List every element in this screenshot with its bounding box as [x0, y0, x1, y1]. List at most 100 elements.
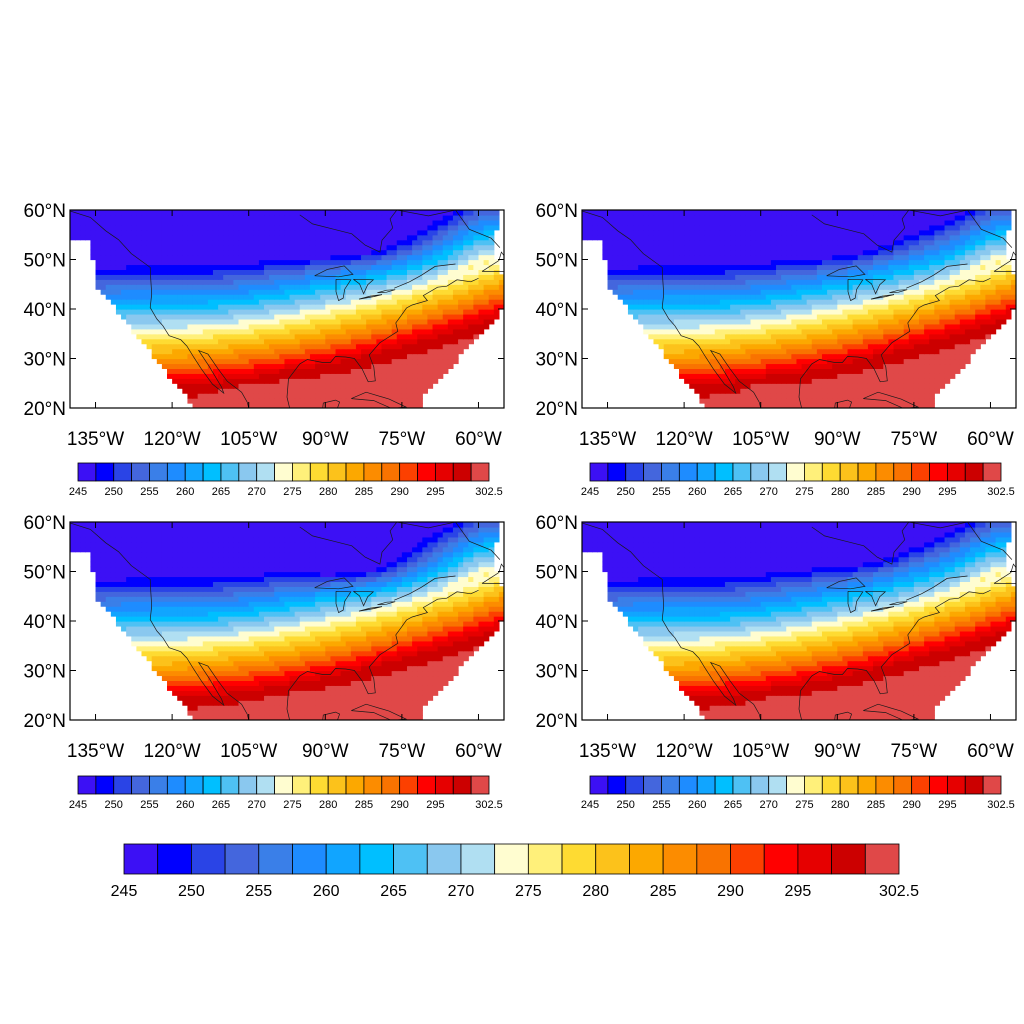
- field-cell: [320, 398, 326, 404]
- field-cell: [908, 294, 915, 300]
- field-cell: [857, 343, 864, 350]
- field-cell: [760, 378, 767, 384]
- field-cell: [633, 274, 639, 280]
- field-cell: [770, 264, 777, 270]
- field-cell: [406, 244, 413, 251]
- field-cell: [776, 318, 782, 325]
- field-cell: [95, 274, 102, 280]
- field-cell: [898, 383, 905, 389]
- field-cell: [335, 269, 342, 275]
- field-cell: [908, 279, 915, 285]
- field-cell: [182, 368, 189, 374]
- field-cell: [361, 313, 367, 320]
- field-cell: [386, 313, 393, 320]
- field-cell: [867, 378, 874, 384]
- field-cell: [412, 403, 418, 408]
- field-cell: [412, 289, 418, 295]
- field-cell: [658, 294, 665, 300]
- field-cell: [638, 309, 644, 315]
- field-cell: [350, 338, 357, 345]
- field-cell: [468, 234, 474, 241]
- field-cell: [141, 289, 148, 295]
- field-cell: [289, 383, 296, 389]
- field-cell: [862, 304, 869, 310]
- field-cell: [289, 269, 296, 275]
- field-cell: [653, 313, 660, 320]
- field-cell: [847, 328, 854, 335]
- field-cell: [719, 259, 726, 266]
- field-cell: [827, 259, 833, 266]
- temperature-field: [582, 210, 1016, 408]
- field-cell: [167, 289, 173, 295]
- field-cell: [412, 234, 418, 241]
- field-cell: [396, 254, 403, 261]
- field-cell: [172, 363, 178, 369]
- field-cell: [264, 309, 270, 315]
- field-cell: [192, 239, 199, 246]
- field-cell: [964, 269, 971, 275]
- field-cell: [218, 234, 224, 241]
- field-cell: [811, 393, 818, 399]
- field-cell: [269, 210, 275, 216]
- field-cell: [903, 313, 910, 320]
- field-cell: [473, 264, 480, 270]
- field-cell: [668, 244, 675, 251]
- field-cell: [954, 299, 961, 305]
- field-cell: [437, 299, 444, 305]
- field-cell: [264, 343, 270, 350]
- field-cell: [187, 229, 194, 236]
- field-cell: [704, 299, 711, 305]
- field-cell: [908, 403, 915, 408]
- field-cell: [330, 249, 337, 256]
- field-cell: [944, 313, 951, 320]
- field-cell: [821, 264, 828, 270]
- field-cell: [862, 378, 869, 384]
- field-cell: [776, 264, 782, 270]
- field-cell: [340, 254, 347, 261]
- field-cell: [228, 393, 234, 399]
- field-cell: [458, 254, 464, 261]
- field-cell: [447, 353, 454, 360]
- field-cell: [391, 244, 398, 251]
- field-cell: [939, 383, 946, 389]
- field-cell: [918, 313, 925, 320]
- field-cell: [816, 299, 823, 305]
- field-cell: [371, 274, 377, 280]
- field-cell: [412, 318, 418, 325]
- field-cell: [478, 214, 485, 221]
- field-cell: [274, 388, 280, 394]
- field-cell: [699, 313, 706, 320]
- field-cell: [187, 373, 194, 379]
- field-cell: [218, 274, 224, 280]
- field-cell: [493, 274, 500, 280]
- field-cell: [299, 269, 306, 275]
- field-cell: [279, 274, 286, 280]
- field-cell: [837, 403, 843, 408]
- field-cell: [903, 294, 910, 300]
- field-cell: [427, 368, 434, 374]
- field-cell: [192, 318, 199, 325]
- field-cell: [964, 309, 971, 315]
- field-cell: [115, 239, 122, 246]
- field-cell: [745, 279, 752, 285]
- field-cell: [689, 353, 695, 360]
- field-cell: [279, 234, 286, 241]
- field-cell: [289, 279, 296, 285]
- field-cell: [918, 378, 925, 384]
- field-cell: [765, 328, 772, 335]
- field-cell: [724, 318, 731, 325]
- field-cell: [110, 269, 117, 275]
- field-cell: [452, 284, 459, 290]
- field-cell: [458, 323, 464, 330]
- field-cell: [873, 343, 879, 350]
- field-cell: [995, 304, 1002, 310]
- field-cell: [161, 234, 168, 241]
- field-cell: [679, 309, 685, 315]
- field-cell: [781, 328, 787, 335]
- field-cell: [274, 234, 280, 241]
- field-cell: [908, 363, 915, 369]
- field-cell: [371, 289, 377, 295]
- field-cell: [638, 259, 644, 266]
- field-cell: [238, 269, 245, 275]
- field-cell: [483, 234, 490, 241]
